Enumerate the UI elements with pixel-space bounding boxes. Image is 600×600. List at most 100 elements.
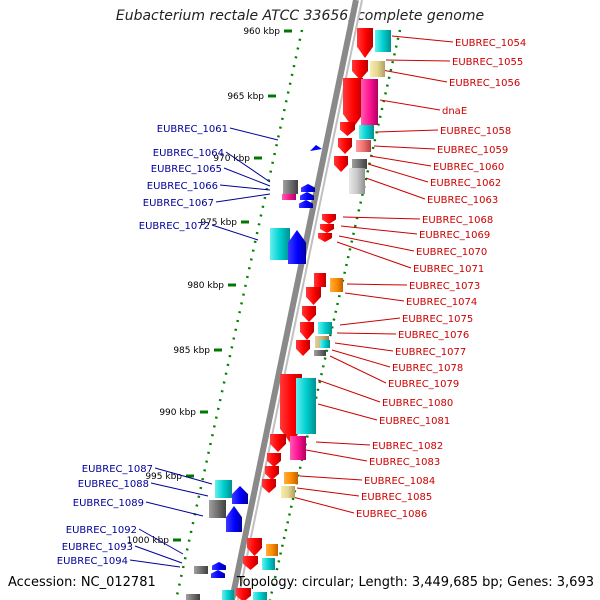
tick-mark — [186, 474, 194, 478]
gene-label-right[interactable]: EUBREC_1054 — [455, 38, 526, 49]
label-connector — [229, 127, 279, 141]
gene-1088b — [209, 500, 226, 518]
label-connector — [288, 495, 355, 514]
gene-label-left[interactable]: EUBREC_1065 — [151, 164, 222, 175]
gene-1075 — [318, 322, 332, 334]
gene-1083 — [290, 436, 306, 460]
tick-label: 985 kbp — [173, 346, 210, 356]
gene-label-right[interactable]: EUBREC_1084 — [364, 476, 435, 487]
gene-label-right[interactable]: EUBREC_1070 — [416, 247, 487, 258]
gene-forward — [247, 538, 262, 556]
gene-label-left[interactable]: EUBREC_1064 — [153, 148, 224, 159]
gene-forward — [340, 122, 355, 136]
scale-dotted-track — [174, 29, 304, 600]
label-connector — [334, 342, 394, 352]
gene-label-left[interactable]: EUBREC_1089 — [73, 498, 144, 509]
tick-mark — [268, 94, 276, 98]
tick-mark — [284, 29, 292, 33]
gene-label-right[interactable]: EUBREC_1069 — [419, 230, 490, 241]
gene-label-right[interactable]: EUBREC_1076 — [398, 330, 469, 341]
gene-forward — [352, 60, 368, 80]
gene-label-right[interactable]: EUBREC_1079 — [388, 379, 459, 390]
gene-label-right[interactable]: EUBREC_1083 — [369, 457, 440, 468]
gene-1054 — [375, 30, 391, 52]
gene-forward — [357, 28, 373, 58]
gene-forward — [270, 434, 286, 452]
gene-1065 — [282, 194, 296, 200]
gene-label-left[interactable]: EUBREC_1087 — [82, 464, 153, 475]
label-connector — [154, 467, 213, 485]
label-connector — [336, 332, 397, 335]
gene-forward-cyan — [253, 592, 267, 600]
gene-1055 — [370, 61, 385, 77]
gene-label-right[interactable]: EUBREC_1075 — [402, 314, 473, 325]
gene-label-right[interactable]: dnaE — [442, 106, 467, 117]
gene-label-right[interactable]: EUBREC_1082 — [372, 441, 443, 452]
gene-label-right[interactable]: EUBREC_1077 — [395, 347, 466, 358]
gene-forward — [300, 322, 314, 340]
left-gene-labels: EUBREC_1061 EUBREC_1064 EUBREC_1065 EUBREC_… — [57, 124, 228, 567]
gene-label-right[interactable]: EUBREC_1068 — [422, 215, 493, 226]
label-connector — [381, 69, 448, 83]
gene-label-left[interactable]: EUBREC_1088 — [78, 479, 149, 490]
gene-label-right[interactable]: EUBREC_1085 — [361, 492, 432, 503]
tick-label: 965 kbp — [227, 92, 264, 102]
label-connector — [225, 151, 271, 183]
gene-label-left[interactable]: EUBREC_1061 — [157, 124, 228, 135]
tick-label: 990 kbp — [159, 408, 196, 418]
gene-label-right[interactable]: EUBREC_1073 — [409, 281, 480, 292]
gene-label-right[interactable]: EUBREC_1059 — [437, 145, 508, 156]
gene-forward — [322, 214, 336, 224]
gene-label-left[interactable]: EUBREC_1072 — [139, 221, 210, 232]
tick-mark — [200, 410, 208, 414]
gene-label-right[interactable]: EUBREC_1063 — [427, 195, 498, 206]
label-connector — [299, 475, 363, 481]
label-connector — [379, 99, 441, 111]
gene-forward — [243, 556, 258, 570]
gene-label-right[interactable]: EUBREC_1062 — [430, 178, 501, 189]
gene-1067 — [299, 200, 313, 208]
gene-label-right[interactable]: EUBREC_1058 — [440, 126, 511, 137]
label-connector — [134, 545, 183, 564]
gene-label-left[interactable]: EUBREC_1066 — [147, 181, 218, 192]
gene-label-right[interactable]: EUBREC_1080 — [382, 398, 453, 409]
tick-mark — [173, 538, 181, 542]
label-connector — [391, 35, 454, 43]
gene-label-right[interactable]: EUBREC_1056 — [449, 78, 520, 89]
gene-label-right[interactable]: EUBREC_1081 — [379, 416, 450, 427]
gene-1066b — [300, 192, 314, 200]
gene-forward — [267, 453, 281, 467]
label-connector — [369, 155, 432, 167]
label-connector — [346, 283, 408, 286]
label-connector — [223, 167, 271, 187]
label-connector — [344, 292, 405, 302]
outer-dotted-track — [268, 29, 402, 600]
gene-label-left[interactable]: EUBREC_1094 — [57, 556, 128, 567]
gene-label-right[interactable]: EUBREC_1074 — [406, 297, 477, 308]
gene-label-right[interactable]: EUBREC_1071 — [413, 264, 484, 275]
label-connector — [329, 355, 387, 384]
label-connector — [339, 317, 401, 326]
gene-1056 — [361, 79, 378, 125]
gene-1092 — [212, 562, 226, 570]
label-connector — [367, 163, 429, 183]
label-connector — [215, 193, 271, 203]
gene-label-right[interactable]: EUBREC_1055 — [452, 57, 523, 68]
label-connector — [336, 241, 412, 269]
label-connector — [296, 487, 360, 497]
gene-label-left[interactable]: EUBREC_1093 — [62, 542, 133, 553]
label-connector — [219, 184, 271, 191]
gene-1078 — [314, 350, 326, 356]
label-connector — [317, 403, 378, 421]
label-connector — [331, 349, 391, 368]
gene-label-left[interactable]: EUBREC_1067 — [143, 198, 214, 209]
gene-label-right[interactable]: EUBREC_1060 — [433, 162, 504, 173]
gene-1072 — [270, 228, 290, 260]
label-connector — [373, 145, 436, 150]
gene-label-right[interactable]: EUBREC_1078 — [392, 363, 463, 374]
gene-1085 — [281, 486, 295, 498]
gene-label-left[interactable]: EUBREC_1092 — [66, 525, 137, 536]
gene-label-right[interactable]: EUBREC_1086 — [356, 509, 427, 520]
gene-1062 — [352, 159, 367, 169]
label-connector — [150, 482, 209, 497]
